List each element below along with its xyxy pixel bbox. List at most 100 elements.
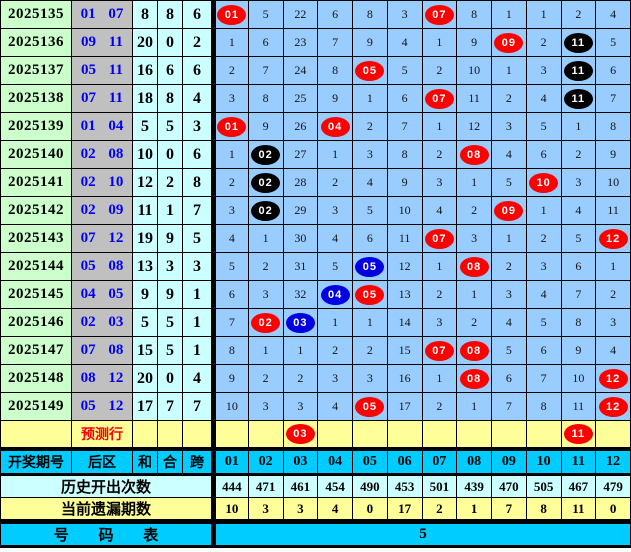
sum-cell: 18 xyxy=(132,84,158,113)
grid-cell: 10 xyxy=(595,168,631,197)
grid-cell: 4 xyxy=(421,196,458,225)
grid-cell: 9 xyxy=(386,168,423,197)
sum-cell: 20 xyxy=(132,28,158,57)
grid-cell: 02 xyxy=(247,196,284,225)
history-row: 历史开出次数 444 471 461 454 490 453 501 439 470 505 467 4… xyxy=(0,474,631,498)
span-cell: 6 xyxy=(182,140,214,169)
ball-red: 01 xyxy=(218,116,247,137)
omission-row: 当前遗漏期数 10 3 3 4 0 17 2 1 7 8 11 0 xyxy=(0,497,631,522)
history-count-cell: 467 xyxy=(560,474,597,498)
period-cell: 2025141 xyxy=(0,168,72,197)
grid-cell: 05 xyxy=(352,392,388,421)
omission-cell: 1 xyxy=(456,497,492,522)
grid-cell: 6 xyxy=(560,252,597,281)
grid-cell xyxy=(386,420,423,450)
drawn-numbers-cell: 02 03 xyxy=(71,308,133,337)
grid-cell: 02 xyxy=(247,168,284,197)
ball-red: 12 xyxy=(598,228,628,249)
omission-cell: 10 xyxy=(211,497,249,522)
grid-cell: 2 xyxy=(211,56,249,85)
grid-cell: 3 xyxy=(421,308,458,337)
ball-red: 10 xyxy=(529,172,559,193)
grid-cell: 8 xyxy=(386,140,423,169)
grid-cell: 6 xyxy=(317,0,353,29)
ball-red: 08 xyxy=(459,256,489,277)
span-cell: 3 xyxy=(182,112,214,141)
grid-cell: 4 xyxy=(595,336,631,365)
grid-cell: 3 xyxy=(386,0,423,29)
grid-cell: 7 xyxy=(247,56,284,85)
grid-cell: 1 xyxy=(491,224,527,253)
grid-cell: 1 xyxy=(352,308,388,337)
grid-cell: 03 xyxy=(282,308,319,337)
sum-tail-cell: 8 xyxy=(157,84,183,113)
sum-tail-cell: 5 xyxy=(157,336,183,365)
grid-cell: 2 xyxy=(421,392,458,421)
drawn-numbers-cell: 09 11 xyxy=(71,28,133,57)
grid-cell: 4 xyxy=(525,84,562,113)
sum-tail-cell: 8 xyxy=(157,0,183,29)
grid-cell: 1 xyxy=(317,140,353,169)
sum-cell: 12 xyxy=(132,168,158,197)
grid-cell: 6 xyxy=(211,280,249,309)
grid-cell: 09 xyxy=(491,28,527,57)
sum-cell: 13 xyxy=(132,252,158,281)
grid-cell: 04 xyxy=(317,280,353,309)
trend-row: 2025149 05 12 17 7 7 10 3 3 4 05 17 2 1 7 8 11 12 xyxy=(0,392,631,421)
span-cell: 4 xyxy=(182,364,214,393)
trend-row: 2025144 05 08 13 3 3 5 2 31 5 05 12 1 08 2 3 6 1 xyxy=(0,252,631,281)
column-header-ball: 08 xyxy=(456,447,492,476)
grid-cell: 17 xyxy=(386,392,423,421)
omission-cell: 0 xyxy=(352,497,388,522)
trend-row: 2025135 01 07 8 8 6 01 5 22 6 8 3 07 8 1 1 2 4 xyxy=(0,0,631,29)
grid-cell: 07 xyxy=(421,0,458,29)
grid-cell: 03 xyxy=(282,420,319,450)
grid-cell: 5 xyxy=(352,196,388,225)
ball-black: 11 xyxy=(563,88,593,109)
grid-cell xyxy=(456,420,492,450)
history-count-cell: 501 xyxy=(421,474,458,498)
grid-cell: 1 xyxy=(282,336,319,365)
grid-cell: 3 xyxy=(491,280,527,309)
grid-cell: 2 xyxy=(491,84,527,113)
sum-cell: 5 xyxy=(132,308,158,337)
grid-cell: 2 xyxy=(317,168,353,197)
trend-row: 2025147 07 08 15 5 1 8 1 1 2 2 15 07 08 5 6 9 4 xyxy=(0,336,631,365)
grid-cell: 1 xyxy=(247,336,284,365)
grid-cell: 8 xyxy=(211,336,249,365)
grid-cell: 7 xyxy=(386,112,423,141)
ball-black: 02 xyxy=(251,144,281,165)
history-count-cell: 479 xyxy=(595,474,631,498)
grid-cell: 1 xyxy=(421,28,458,57)
sum-tail-cell: 6 xyxy=(157,56,183,85)
drawn-numbers-cell: 02 09 xyxy=(71,196,133,225)
omission-cell: 11 xyxy=(560,497,597,522)
grid-cell: 4 xyxy=(491,308,527,337)
grid-cell: 4 xyxy=(352,168,388,197)
grid-cell: 4 xyxy=(560,196,597,225)
grid-cell: 8 xyxy=(560,308,597,337)
grid-cell: 4 xyxy=(491,140,527,169)
grid-cell: 11 xyxy=(560,56,597,85)
sum-cell: 17 xyxy=(132,392,158,421)
grid-cell: 31 xyxy=(282,252,319,281)
sum-tail-cell: 3 xyxy=(157,252,183,281)
grid-cell: 05 xyxy=(352,252,388,281)
ball-black: 02 xyxy=(251,172,281,193)
ball-red: 09 xyxy=(494,32,524,53)
grid-cell: 2 xyxy=(525,28,562,57)
grid-cell: 7 xyxy=(491,392,527,421)
history-count-cell: 505 xyxy=(525,474,562,498)
drawn-numbers-cell: 01 07 xyxy=(71,0,133,29)
grid-cell: 8 xyxy=(595,112,631,141)
grid-cell: 05 xyxy=(352,280,388,309)
grid-cell: 5 xyxy=(560,224,597,253)
drawn-numbers-cell: 07 08 xyxy=(71,336,133,365)
grid-cell: 2 xyxy=(421,280,458,309)
column-header-tail: 合 xyxy=(157,447,183,476)
span-cell: 1 xyxy=(182,336,214,365)
grid-cell: 9 xyxy=(317,84,353,113)
grid-cell: 2 xyxy=(282,364,319,393)
span-cell: 6 xyxy=(182,0,214,29)
